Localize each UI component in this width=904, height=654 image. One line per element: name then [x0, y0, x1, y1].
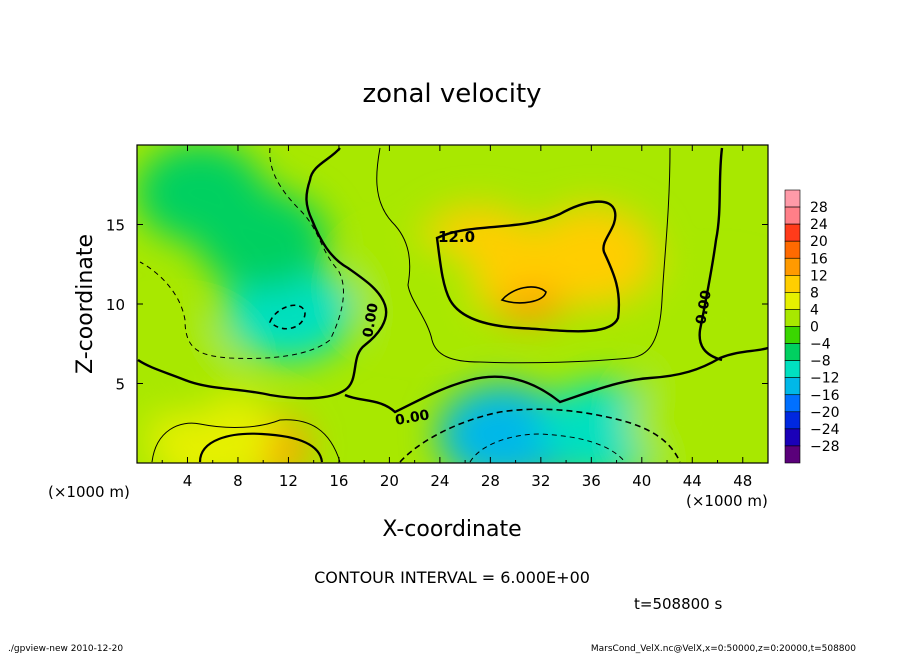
contour-label-0-b: 0.00 [360, 302, 382, 339]
x-axis-unit-left: (×1000 m) [48, 483, 130, 501]
x-tick-label: 4 [183, 472, 193, 490]
y-tick-label: 5 [115, 376, 125, 394]
field-blobs [137, 145, 768, 463]
x-axis: 4 8 12 16 20 24 28 32 36 40 44 48 [161, 145, 752, 490]
y-tick-label: 10 [106, 296, 125, 314]
y-axis-label: Z-coordinate [73, 234, 98, 374]
colorbar-cell [784, 326, 801, 344]
colorbar-label: 16 [810, 251, 828, 267]
time-label: t=508800 s [634, 595, 722, 613]
x-tick-label: 20 [380, 472, 399, 490]
y-axis: 5 10 15 [106, 217, 768, 394]
colorbar-label: 4 [810, 302, 819, 318]
x-tick-label: 44 [683, 472, 702, 490]
colorbar-cell [784, 394, 801, 413]
contour-neg12-left [269, 304, 306, 330]
contour-0-left [137, 147, 388, 400]
field-blob [437, 384, 568, 463]
colorbar-cell [784, 377, 801, 396]
contour-18 [500, 286, 547, 304]
plot-area: 12.0 0.00 0.00 0.00 [137, 145, 768, 463]
contour-6-bottom [151, 419, 341, 463]
colorbar-cell [784, 275, 801, 293]
field-blob [137, 317, 240, 418]
x-axis-label: X-coordinate [382, 517, 521, 542]
field-blob [627, 373, 758, 463]
field-blob [526, 206, 657, 307]
footer-left: ./gpview-new 2010-12-20 [8, 644, 123, 654]
colorbar-cell-top [784, 189, 801, 208]
footer-right: MarsCond_VelX.nc@VelX,x=0:50000,z=0:2000… [591, 644, 856, 654]
x-axis-unit-right: (×1000 m) [686, 492, 768, 510]
colorbar-cell [784, 343, 801, 361]
colorbar-label: −24 [810, 422, 840, 438]
colorbar-label: 0 [810, 320, 819, 336]
colorbar-label: 28 [810, 200, 828, 216]
colorbar-label: −12 [810, 371, 840, 387]
colorbar-label: −20 [810, 405, 840, 421]
contour-lines [137, 147, 768, 463]
colorbar-label: 24 [810, 217, 828, 233]
colorbar-label: −8 [810, 354, 831, 370]
colorbar-cell [784, 257, 801, 276]
x-tick-label: 12 [279, 472, 298, 490]
colorbar-label: −28 [810, 439, 840, 455]
x-tick-label: 8 [233, 472, 243, 490]
colorbar-label: 8 [810, 285, 819, 301]
contour-12-outer [435, 200, 621, 333]
x-tick-label: 36 [582, 472, 601, 490]
contour-neg6-bottom [399, 408, 681, 463]
colorbar-label: −16 [810, 388, 840, 404]
contour-neg12-bottom [469, 433, 626, 463]
colorbar-cell [784, 411, 801, 430]
x-tick-label: 40 [632, 472, 651, 490]
x-tick-label: 24 [430, 472, 449, 490]
colorbar-label: −4 [810, 337, 831, 353]
contour-0-bottom-left [198, 432, 324, 463]
contour-6-thin [376, 147, 671, 364]
contour-0-right [698, 147, 724, 362]
contour-label-12: 12.0 [438, 228, 475, 246]
colorbar-cell [784, 292, 801, 310]
field-blob [652, 269, 768, 370]
colorbar-cell [784, 428, 801, 447]
colorbar-cell [784, 445, 801, 464]
colorbar-cell [784, 240, 801, 259]
colorbar-cell [784, 206, 801, 225]
contour-neg6-left [139, 147, 344, 359]
contour-label-0-a: 0.00 [394, 407, 431, 429]
x-tick-label: 28 [481, 472, 500, 490]
x-tick-label: 32 [531, 472, 550, 490]
y-tick-label: 15 [106, 217, 125, 235]
x-tick-label: 48 [733, 472, 752, 490]
x-tick-label: 16 [329, 472, 348, 490]
colorbar-label: 12 [810, 268, 828, 284]
field-blob [349, 238, 480, 339]
colorbar-cell [784, 309, 801, 327]
colorbar-cell [784, 223, 801, 242]
field-blob [137, 145, 266, 243]
contour-interval: CONTOUR INTERVAL = 6.000E+00 [314, 568, 590, 587]
colorbar-label: 20 [810, 234, 828, 250]
chart-title: zonal velocity [362, 79, 541, 109]
contour-label-0-c: 0.00 [693, 289, 715, 326]
colorbar-cell [784, 360, 801, 378]
